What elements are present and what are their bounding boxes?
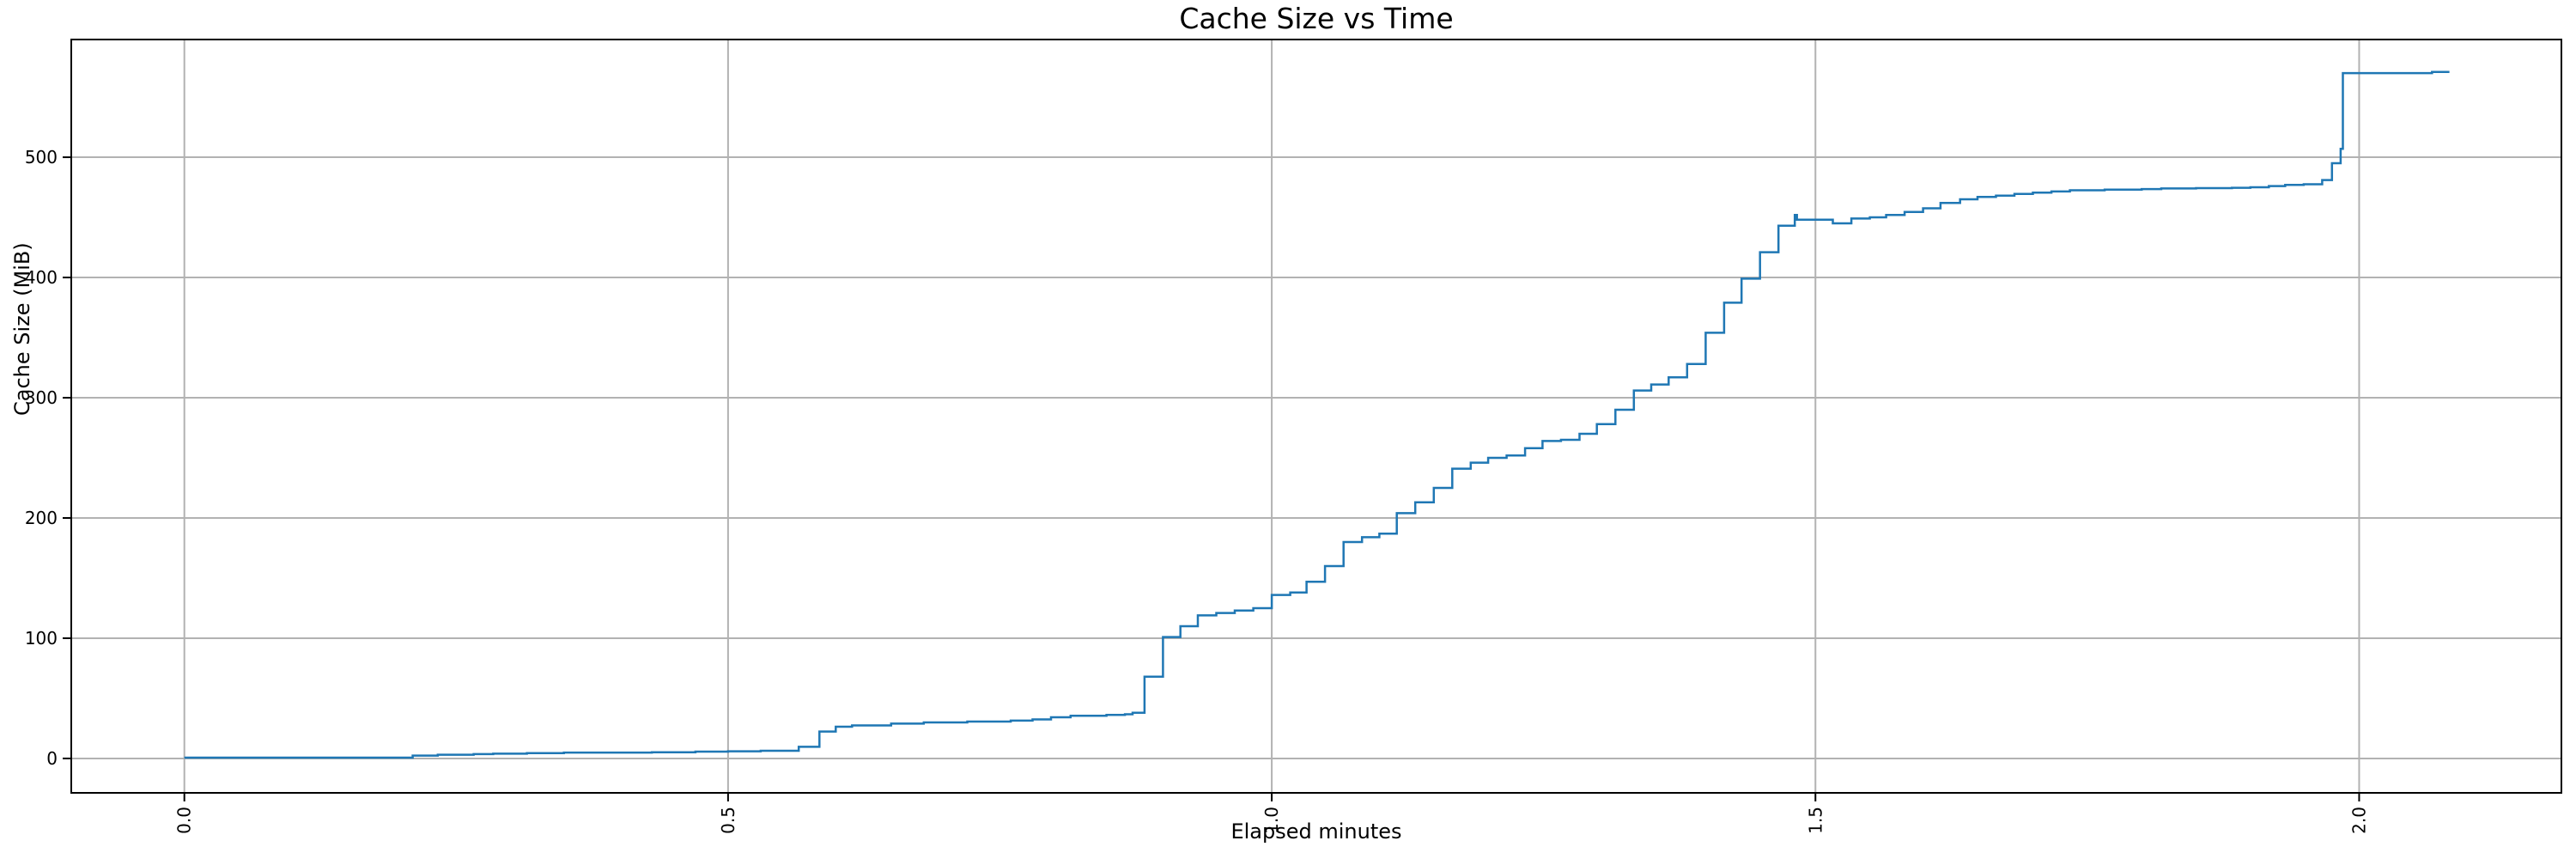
- x-tick-label: 0.0: [174, 807, 195, 834]
- y-tick-label: 200: [25, 508, 58, 528]
- y-tick-label: 400: [25, 267, 58, 288]
- y-tick-label: 300: [25, 387, 58, 408]
- x-axis-label: Elapsed minutes: [1230, 819, 1402, 844]
- axes-border: [70, 39, 2562, 794]
- x-tick-label: 1.5: [1805, 807, 1826, 834]
- y-tick-label: 100: [25, 628, 58, 649]
- data-line-series: [184, 70, 2450, 759]
- x-tick-label: 1.0: [1261, 807, 1282, 834]
- x-tick-label: 0.5: [718, 807, 738, 834]
- chart-title: Cache Size vs Time: [1179, 2, 1454, 35]
- x-tick-label: 2.0: [2348, 807, 2369, 834]
- y-tick-label: 500: [25, 147, 58, 168]
- y-tick-label: 0: [46, 748, 58, 769]
- plot-area: 0.0 0.5 1.0 1.5 2.0 0 100 200 300 400 500: [25, 39, 2562, 834]
